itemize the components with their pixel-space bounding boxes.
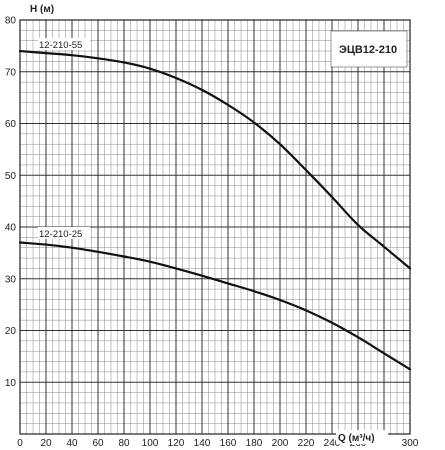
curve-12-210-25 bbox=[18, 241, 412, 371]
series-label-bg-25 bbox=[38, 227, 90, 239]
series-lines bbox=[18, 49, 412, 371]
y-tick-label: 70 bbox=[5, 67, 17, 78]
x-tick-label: 60 bbox=[92, 438, 104, 449]
y-tick-label: 60 bbox=[5, 119, 17, 130]
x-tick-label: 80 bbox=[118, 438, 130, 449]
x-tick-label: 300 bbox=[402, 438, 419, 449]
y-tick-label: 40 bbox=[5, 223, 17, 234]
series-label-55: 12-210-55 bbox=[39, 40, 82, 51]
plot-frame bbox=[19, 19, 411, 435]
curve-12-210-55 bbox=[18, 49, 412, 270]
x-tick-label: 100 bbox=[142, 438, 159, 449]
x-tick-labels: 020406080100120140160180200220240260300 bbox=[17, 438, 419, 449]
chart-title-box bbox=[330, 30, 408, 68]
x-tick-label: 180 bbox=[246, 438, 263, 449]
chart-title: ЭЦВ12-210 bbox=[339, 44, 397, 56]
y-tick-label: 80 bbox=[5, 16, 17, 27]
x-tick-label: 120 bbox=[168, 438, 185, 449]
x-axis-title-background bbox=[336, 430, 388, 444]
y-tick-label: 10 bbox=[5, 378, 17, 389]
series-label-bg-55 bbox=[38, 38, 90, 50]
x-tick-label: 140 bbox=[194, 438, 211, 449]
x-tick-label: 40 bbox=[66, 438, 78, 449]
y-tick-labels: 10 20 30 40 50 60 70 80 bbox=[5, 16, 17, 389]
series-label-25: 12-210-25 bbox=[39, 229, 82, 240]
x-tick-label: 220 bbox=[298, 438, 315, 449]
x-tick-label: 200 bbox=[272, 438, 289, 449]
y-axis-title: H (м) bbox=[30, 4, 54, 15]
x-axis-title: Q (м³/ч) bbox=[338, 433, 375, 444]
x-tick-label: 20 bbox=[40, 438, 52, 449]
y-tick-label: 30 bbox=[5, 274, 17, 285]
x-tick-label: 240 bbox=[324, 438, 341, 449]
y-tick-label: 20 bbox=[5, 326, 17, 337]
x-tick-label: 160 bbox=[220, 438, 237, 449]
y-tick-label: 50 bbox=[5, 171, 17, 182]
x-tick-label: 0 bbox=[17, 438, 23, 449]
